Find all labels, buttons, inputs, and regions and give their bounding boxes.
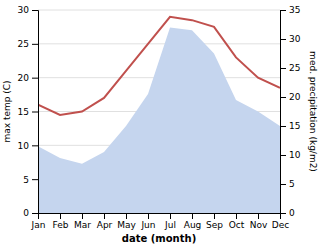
tick: 15 — [18, 107, 38, 117]
tick-label: Mar — [74, 220, 91, 230]
tick-mark — [32, 44, 38, 45]
axis-line — [39, 214, 281, 220]
tick-mark — [192, 213, 193, 219]
tick-label: May — [117, 220, 136, 230]
tick-mark — [280, 10, 286, 11]
tick: 0 — [280, 208, 295, 218]
tick: Jan — [31, 213, 46, 230]
tick: 5 — [280, 179, 295, 189]
tick-mark — [280, 126, 286, 127]
tick-mark — [32, 78, 38, 79]
tick: Aug — [184, 213, 202, 230]
tick: 15 — [280, 121, 300, 131]
tick: Nov — [250, 213, 268, 230]
tick: 25 — [18, 39, 38, 49]
tick: Jul — [164, 213, 176, 230]
tick-mark — [280, 39, 286, 40]
tick-mark — [280, 184, 286, 185]
tick-mark — [32, 213, 38, 214]
tick-label: 10 — [18, 141, 30, 151]
tick-mark — [32, 112, 38, 113]
tick-label: Jun — [140, 220, 155, 230]
tick-label: 5 — [289, 179, 295, 189]
tick-label: 10 — [289, 150, 301, 160]
tick-label: 20 — [289, 92, 301, 102]
marks — [38, 17, 280, 213]
tick-label: Apr — [97, 220, 113, 230]
tick: 30 — [18, 5, 38, 15]
tick-mark — [214, 213, 215, 219]
y-axis-title: max temp (C) — [2, 80, 12, 142]
y2-axis: 0 5 10 15 20 25 30 35 — [280, 5, 301, 218]
tick: 20 — [280, 92, 301, 102]
tick-label: 15 — [18, 107, 29, 117]
tick-label: 25 — [18, 39, 29, 49]
tick-mark — [32, 10, 38, 11]
tick-label: Jul — [164, 220, 176, 230]
tick-mark — [280, 155, 286, 156]
tick-label: Sep — [206, 220, 223, 230]
tick-label: 20 — [18, 73, 30, 83]
tick-mark — [32, 145, 38, 146]
tick: Dec — [272, 213, 289, 230]
tick: 10 — [18, 141, 38, 151]
tick: Apr — [97, 213, 113, 230]
tick: 10 — [280, 150, 301, 160]
tick-label: 30 — [289, 34, 301, 44]
plot: JanFebMarAprMayJunJulAugSepOctNovDec0510… — [18, 5, 301, 230]
tick-label: Oct — [229, 220, 245, 230]
tick: 25 — [280, 63, 300, 73]
tick-mark — [280, 68, 286, 69]
tick: 5 — [23, 175, 38, 185]
tick-mark — [82, 213, 83, 219]
tick-label: 5 — [23, 175, 29, 185]
tick: Mar — [74, 213, 91, 230]
tick: Sep — [206, 213, 223, 230]
temperature-line — [38, 17, 280, 115]
tick-mark — [60, 213, 61, 219]
precipitation-area — [38, 27, 280, 213]
tick-mark — [148, 213, 149, 219]
tick-mark — [280, 97, 286, 98]
tick-label: 0 — [289, 208, 295, 218]
tick-label: Jan — [31, 220, 46, 230]
grid-line — [38, 10, 280, 11]
tick-label: 35 — [289, 5, 300, 15]
tick-mark — [258, 213, 259, 219]
tick: May — [117, 213, 136, 230]
x-axis: Jan Feb Mar Apr May Jun Jul Aug Sep Oct Nov Dec — [31, 213, 290, 230]
tick-label: 0 — [23, 208, 29, 218]
grid — [38, 10, 280, 213]
tick-label: Aug — [184, 220, 202, 230]
chart: JanFebMarAprMayJunJulAugSepOctNovDec0510… — [0, 0, 318, 247]
tick-mark — [32, 179, 38, 180]
tick-mark — [126, 213, 127, 219]
tick-label: Feb — [53, 220, 69, 230]
y2-axis-title: med. precipitation (kg/m2) — [308, 51, 318, 172]
tick-label: 25 — [289, 63, 300, 73]
tick: 30 — [280, 34, 301, 44]
y-axis: 0 5 10 15 20 25 30 — [18, 5, 39, 218]
x-axis-title: date (month) — [122, 233, 196, 244]
tick-mark — [104, 213, 105, 219]
tick-label: 15 — [289, 121, 300, 131]
tick-label: Nov — [250, 220, 268, 230]
tick: 35 — [280, 5, 300, 15]
grid-line — [38, 43, 280, 44]
tick-label: 30 — [18, 5, 30, 15]
tick: Oct — [229, 213, 245, 230]
tick: Jun — [140, 213, 155, 230]
tick: 0 — [23, 208, 38, 218]
axis-line — [281, 11, 287, 214]
axis-line — [32, 11, 39, 214]
tick: Feb — [53, 213, 69, 230]
tick-mark — [170, 213, 171, 219]
tick-mark — [280, 213, 286, 214]
tick: 20 — [18, 73, 38, 83]
tick-mark — [236, 213, 237, 219]
tick-label: Dec — [272, 220, 289, 230]
